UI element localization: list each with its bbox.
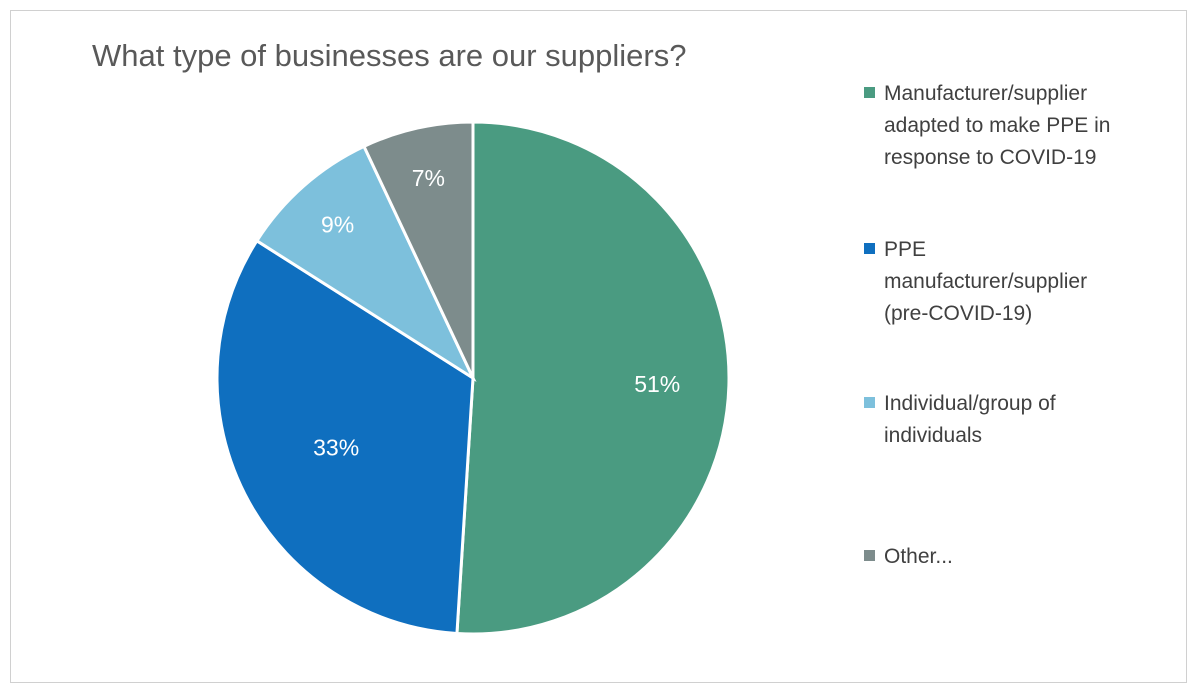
- legend-swatch: [864, 87, 875, 98]
- legend-swatch: [864, 243, 875, 254]
- legend-swatch: [864, 550, 875, 561]
- chart-title: What type of businesses are our supplier…: [92, 38, 687, 73]
- pie-slice: [254, 144, 477, 383]
- legend-label: Other...: [884, 545, 953, 568]
- slice-data-label: 9%: [321, 211, 354, 237]
- pie-slice: [455, 120, 731, 636]
- pie-slice: [362, 120, 475, 379]
- legend-label: Individual/group of individuals: [884, 392, 1056, 447]
- slice-data-label: 51%: [634, 371, 680, 397]
- legend-label: Manufacturer/supplier adapted to make PP…: [884, 82, 1111, 169]
- slice-data-label: 33%: [313, 435, 359, 461]
- legend-swatch: [864, 397, 875, 408]
- slice-data-label: 7%: [412, 165, 445, 191]
- legend-label: PPE manufacturer/supplier (pre-COVID-19): [884, 238, 1088, 325]
